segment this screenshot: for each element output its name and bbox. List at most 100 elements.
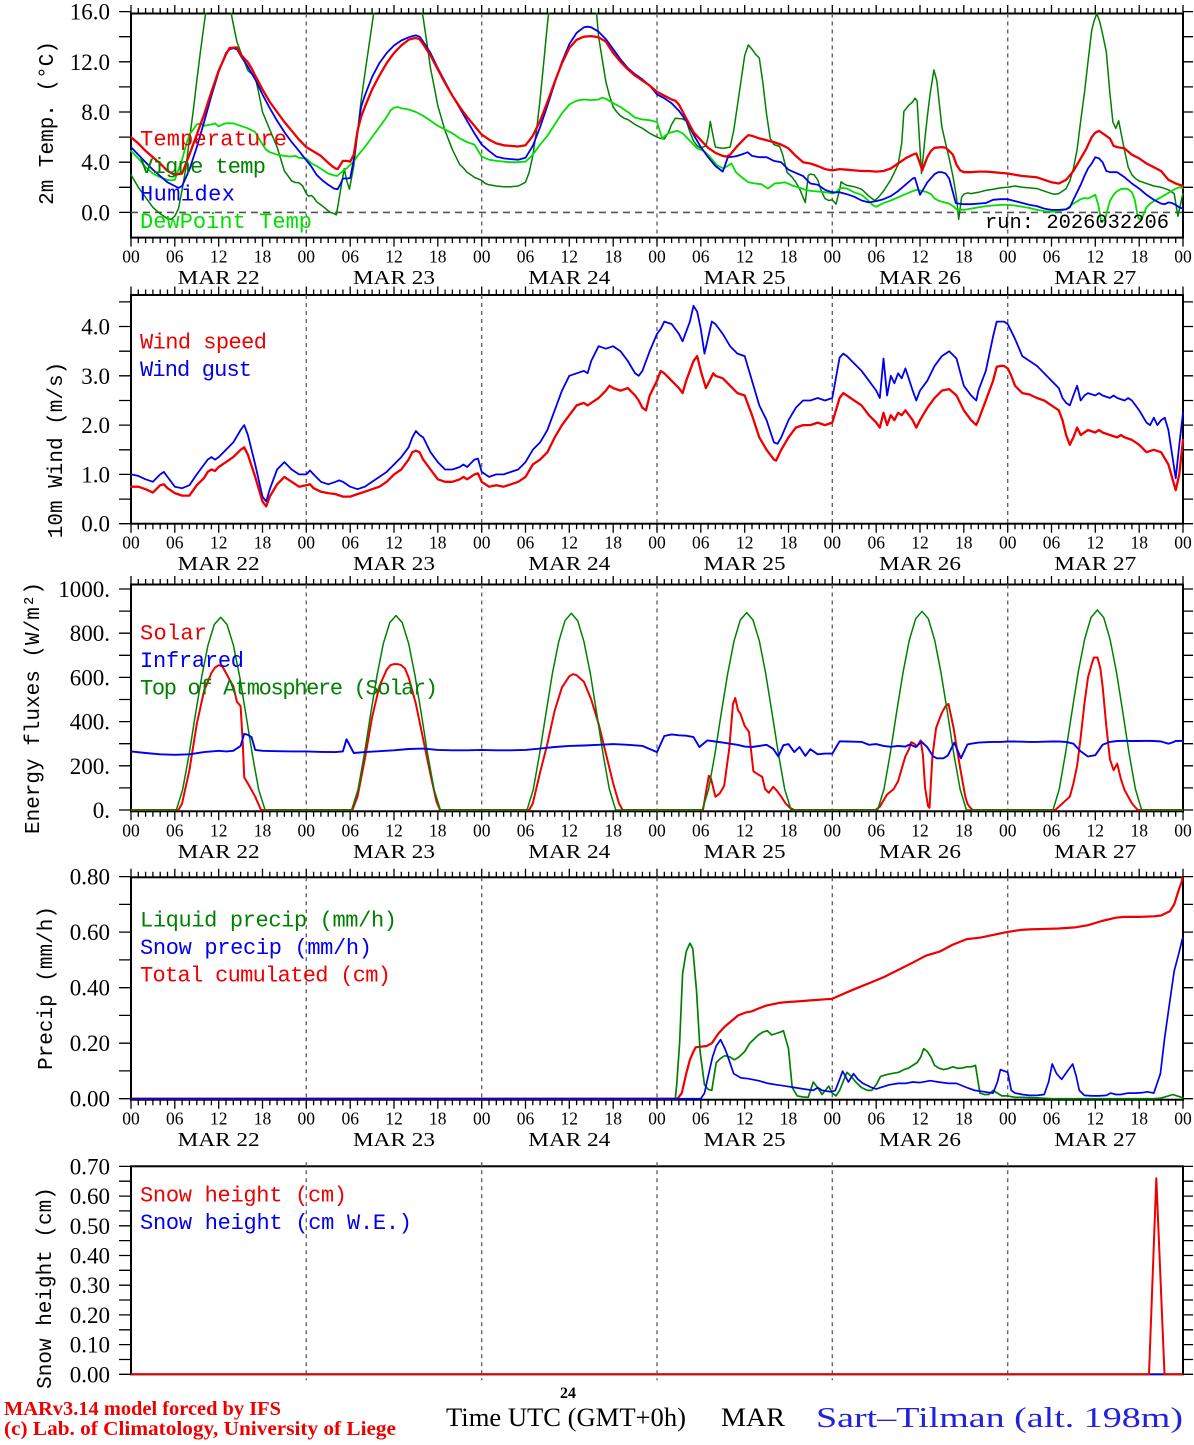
- svg-text:00: 00: [1174, 533, 1192, 553]
- svg-text:MAR 25: MAR 25: [704, 553, 786, 575]
- svg-text:00: 00: [999, 820, 1017, 840]
- svg-text:00: 00: [122, 820, 140, 840]
- svg-text:06: 06: [1043, 247, 1061, 267]
- svg-text:00: 00: [999, 533, 1017, 553]
- svg-text:Liquid precip (mm/h): Liquid precip (mm/h): [140, 909, 397, 934]
- svg-text:0.0: 0.0: [81, 200, 110, 225]
- svg-text:18: 18: [429, 247, 447, 267]
- svg-text:MAR 23: MAR 23: [353, 1129, 435, 1151]
- svg-text:18: 18: [1130, 1109, 1148, 1129]
- svg-text:Total cumulated (cm): Total cumulated (cm): [140, 964, 391, 989]
- svg-text:18: 18: [254, 820, 272, 840]
- svg-text:MAR: MAR: [721, 1403, 786, 1432]
- svg-text:MARv3.14 model forced by IFS: MARv3.14 model forced by IFS: [4, 1398, 281, 1420]
- svg-text:12: 12: [210, 820, 228, 840]
- svg-text:600.: 600.: [70, 665, 110, 690]
- svg-text:00: 00: [298, 247, 316, 267]
- svg-text:16.0: 16.0: [70, 0, 110, 25]
- svg-text:18: 18: [429, 1109, 447, 1129]
- svg-text:06: 06: [166, 533, 184, 553]
- svg-text:12: 12: [1087, 533, 1105, 553]
- svg-text:06: 06: [517, 1109, 535, 1129]
- svg-text:4.0: 4.0: [81, 150, 110, 175]
- svg-text:00: 00: [298, 533, 316, 553]
- svg-text:00: 00: [648, 820, 666, 840]
- svg-text:0.00: 0.00: [70, 1362, 110, 1387]
- svg-text:MAR 23: MAR 23: [353, 267, 435, 289]
- svg-text:12: 12: [385, 1109, 403, 1129]
- svg-text:00: 00: [473, 820, 491, 840]
- svg-text:0.20: 0.20: [70, 1303, 110, 1328]
- svg-text:06: 06: [867, 247, 885, 267]
- svg-text:12: 12: [561, 533, 579, 553]
- svg-text:00: 00: [824, 820, 842, 840]
- svg-text:18: 18: [604, 820, 622, 840]
- svg-text:12: 12: [385, 533, 403, 553]
- svg-text:12: 12: [736, 820, 754, 840]
- svg-text:MAR 22: MAR 22: [178, 553, 260, 575]
- svg-text:00: 00: [122, 533, 140, 553]
- svg-text:1.0: 1.0: [81, 462, 110, 487]
- svg-text:06: 06: [692, 533, 710, 553]
- svg-text:MAR 27: MAR 27: [1054, 841, 1136, 863]
- svg-text:4.0: 4.0: [81, 315, 110, 340]
- svg-text:06: 06: [1043, 820, 1061, 840]
- svg-text:0.30: 0.30: [70, 1273, 110, 1298]
- svg-text:Vigne temp: Vigne temp: [140, 155, 266, 180]
- svg-text:12: 12: [1087, 247, 1105, 267]
- svg-text:06: 06: [867, 1109, 885, 1129]
- svg-text:2.0: 2.0: [81, 413, 110, 438]
- svg-text:18: 18: [955, 247, 973, 267]
- svg-text:Humidex: Humidex: [140, 183, 235, 208]
- svg-text:06: 06: [867, 533, 885, 553]
- svg-text:12: 12: [736, 533, 754, 553]
- svg-text:MAR 23: MAR 23: [353, 553, 435, 575]
- svg-text:00: 00: [298, 820, 316, 840]
- svg-text:3.0: 3.0: [81, 364, 110, 389]
- svg-text:10m Wind (m/s): 10m Wind (m/s): [46, 362, 69, 538]
- svg-text:18: 18: [780, 820, 798, 840]
- svg-text:06: 06: [517, 533, 535, 553]
- svg-text:12: 12: [1087, 820, 1105, 840]
- svg-text:12: 12: [911, 820, 929, 840]
- svg-text:MAR 26: MAR 26: [879, 267, 961, 289]
- svg-text:12: 12: [385, 247, 403, 267]
- svg-text:MAR 25: MAR 25: [704, 1129, 786, 1151]
- svg-text:0.80: 0.80: [70, 865, 110, 890]
- svg-text:Sart–Tilman (alt. 198m): Sart–Tilman (alt. 198m): [816, 1403, 1183, 1434]
- svg-text:00: 00: [648, 533, 666, 553]
- svg-text:18: 18: [780, 1109, 798, 1129]
- svg-text:06: 06: [867, 820, 885, 840]
- svg-text:18: 18: [604, 533, 622, 553]
- svg-text:MAR 26: MAR 26: [879, 553, 961, 575]
- svg-text:18: 18: [1130, 247, 1148, 267]
- svg-text:MAR 25: MAR 25: [704, 267, 786, 289]
- svg-text:DewPoint Temp: DewPoint Temp: [140, 210, 312, 235]
- svg-text:00: 00: [648, 1109, 666, 1129]
- svg-text:00: 00: [122, 247, 140, 267]
- svg-text:06: 06: [166, 820, 184, 840]
- svg-text:00: 00: [999, 247, 1017, 267]
- svg-text:12: 12: [561, 820, 579, 840]
- svg-text:18: 18: [254, 533, 272, 553]
- svg-text:18: 18: [1130, 820, 1148, 840]
- svg-text:run: 2026032206: run: 2026032206: [985, 212, 1169, 235]
- svg-text:Snow height (cm): Snow height (cm): [140, 1184, 347, 1209]
- svg-text:12: 12: [911, 533, 929, 553]
- svg-text:MAR 26: MAR 26: [879, 841, 961, 863]
- svg-text:12: 12: [561, 247, 579, 267]
- svg-text:18: 18: [254, 1109, 272, 1129]
- svg-text:Precip (mm/h): Precip (mm/h): [36, 906, 59, 1070]
- svg-text:18: 18: [604, 1109, 622, 1129]
- svg-text:Snow height (cm): Snow height (cm): [35, 1187, 58, 1389]
- svg-text:(c) Lab. of Climatology, Unive: (c) Lab. of Climatology, University of L…: [4, 1418, 396, 1440]
- svg-text:MAR 24: MAR 24: [528, 841, 610, 863]
- svg-text:Time UTC (GMT+0h): Time UTC (GMT+0h): [446, 1403, 686, 1432]
- svg-text:00: 00: [648, 247, 666, 267]
- svg-text:00: 00: [824, 247, 842, 267]
- svg-text:0.10: 0.10: [70, 1333, 110, 1358]
- svg-text:0.50: 0.50: [70, 1214, 110, 1239]
- svg-text:0.70: 0.70: [70, 1154, 110, 1179]
- svg-text:00: 00: [1174, 820, 1192, 840]
- svg-text:8.0: 8.0: [81, 100, 110, 125]
